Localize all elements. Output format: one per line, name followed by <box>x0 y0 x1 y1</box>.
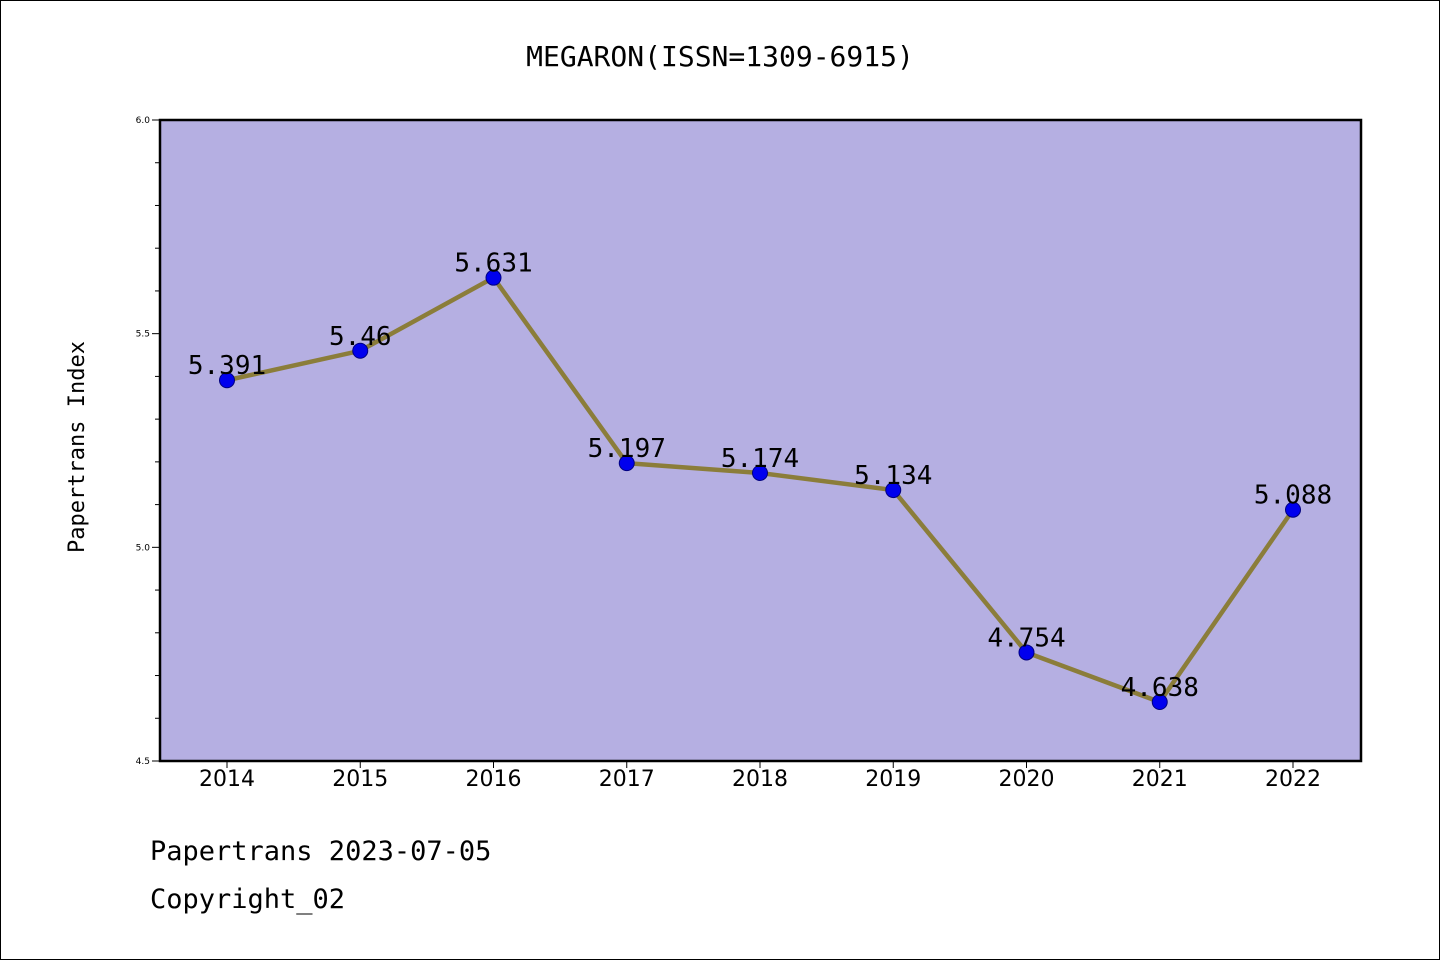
y-tick-label: 5.0 <box>136 543 151 553</box>
data-point <box>1018 644 1035 661</box>
x-tick-label: 2022 <box>1265 767 1321 792</box>
series-1 <box>219 269 1301 711</box>
data-point <box>1285 501 1301 518</box>
x-tick-label: 2021 <box>1132 767 1188 792</box>
data-label: 5.134 <box>854 461 932 491</box>
footer-copyright-text: Copyright_02 <box>150 884 346 915</box>
data-label: 5.46 <box>329 322 392 352</box>
y-tick-label: 4.5 <box>136 757 150 767</box>
y-axis-ticks: 4.5 5.0 5.5 6.0 <box>136 116 160 767</box>
x-tick-label: 2018 <box>732 767 788 792</box>
y-tick-label: 6.0 <box>136 116 151 126</box>
data-label: 5.197 <box>588 434 666 464</box>
x-axis-ticks: 2014 2015 2016 2017 2018 2019 2020 2021 2022 <box>199 761 1321 792</box>
data-label: 5.088 <box>1254 481 1332 511</box>
x-tick-label: 2015 <box>332 767 388 792</box>
y-tick-label: 5.5 <box>136 330 150 340</box>
data-label: 4.638 <box>1121 673 1199 703</box>
x-tick-label: 2019 <box>865 767 921 792</box>
data-label: 4.754 <box>987 623 1065 653</box>
data-point <box>752 464 768 481</box>
plot-area <box>158 118 1363 763</box>
y-axis-label: Papertrans Index <box>65 341 90 553</box>
data-label: 5.391 <box>188 351 266 381</box>
x-tick-label: 2020 <box>999 767 1055 792</box>
x-tick-label: 2017 <box>599 767 655 792</box>
data-point <box>885 482 902 499</box>
data-label: 5.174 <box>721 444 799 474</box>
data-point <box>352 342 369 359</box>
chart-title: MEGARON(ISSN=1309-6915) <box>526 40 914 73</box>
x-tick-label: 2014 <box>199 767 255 792</box>
data-point <box>618 455 635 472</box>
data-labels: 5.391 5.46 5.631 5.197 5.174 5.134 4.754 4.638 5… <box>188 249 1332 703</box>
data-point <box>1151 694 1168 711</box>
x-tick-label: 2016 <box>466 767 522 792</box>
data-point <box>219 372 235 389</box>
data-point <box>485 269 502 286</box>
data-label: 5.631 <box>454 249 532 279</box>
footer-date-text: Papertrans 2023-07-05 <box>150 836 492 867</box>
